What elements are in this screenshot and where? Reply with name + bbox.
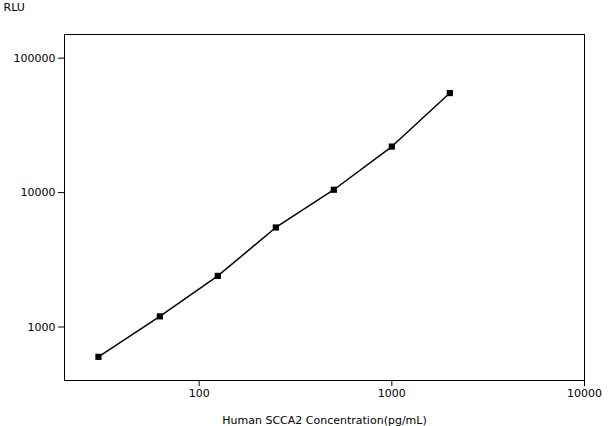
svg-text:1000: 1000	[28, 321, 56, 334]
svg-text:10000: 10000	[21, 186, 56, 199]
svg-text:10000: 10000	[567, 387, 602, 400]
svg-text:100: 100	[189, 387, 210, 400]
svg-text:1000: 1000	[378, 387, 406, 400]
svg-text:Human SCCA2 Concentration(pg/m: Human SCCA2 Concentration(pg/mL)	[222, 414, 426, 426]
svg-text:100000: 100000	[14, 52, 56, 65]
svg-text:RLU: RLU	[4, 1, 25, 14]
